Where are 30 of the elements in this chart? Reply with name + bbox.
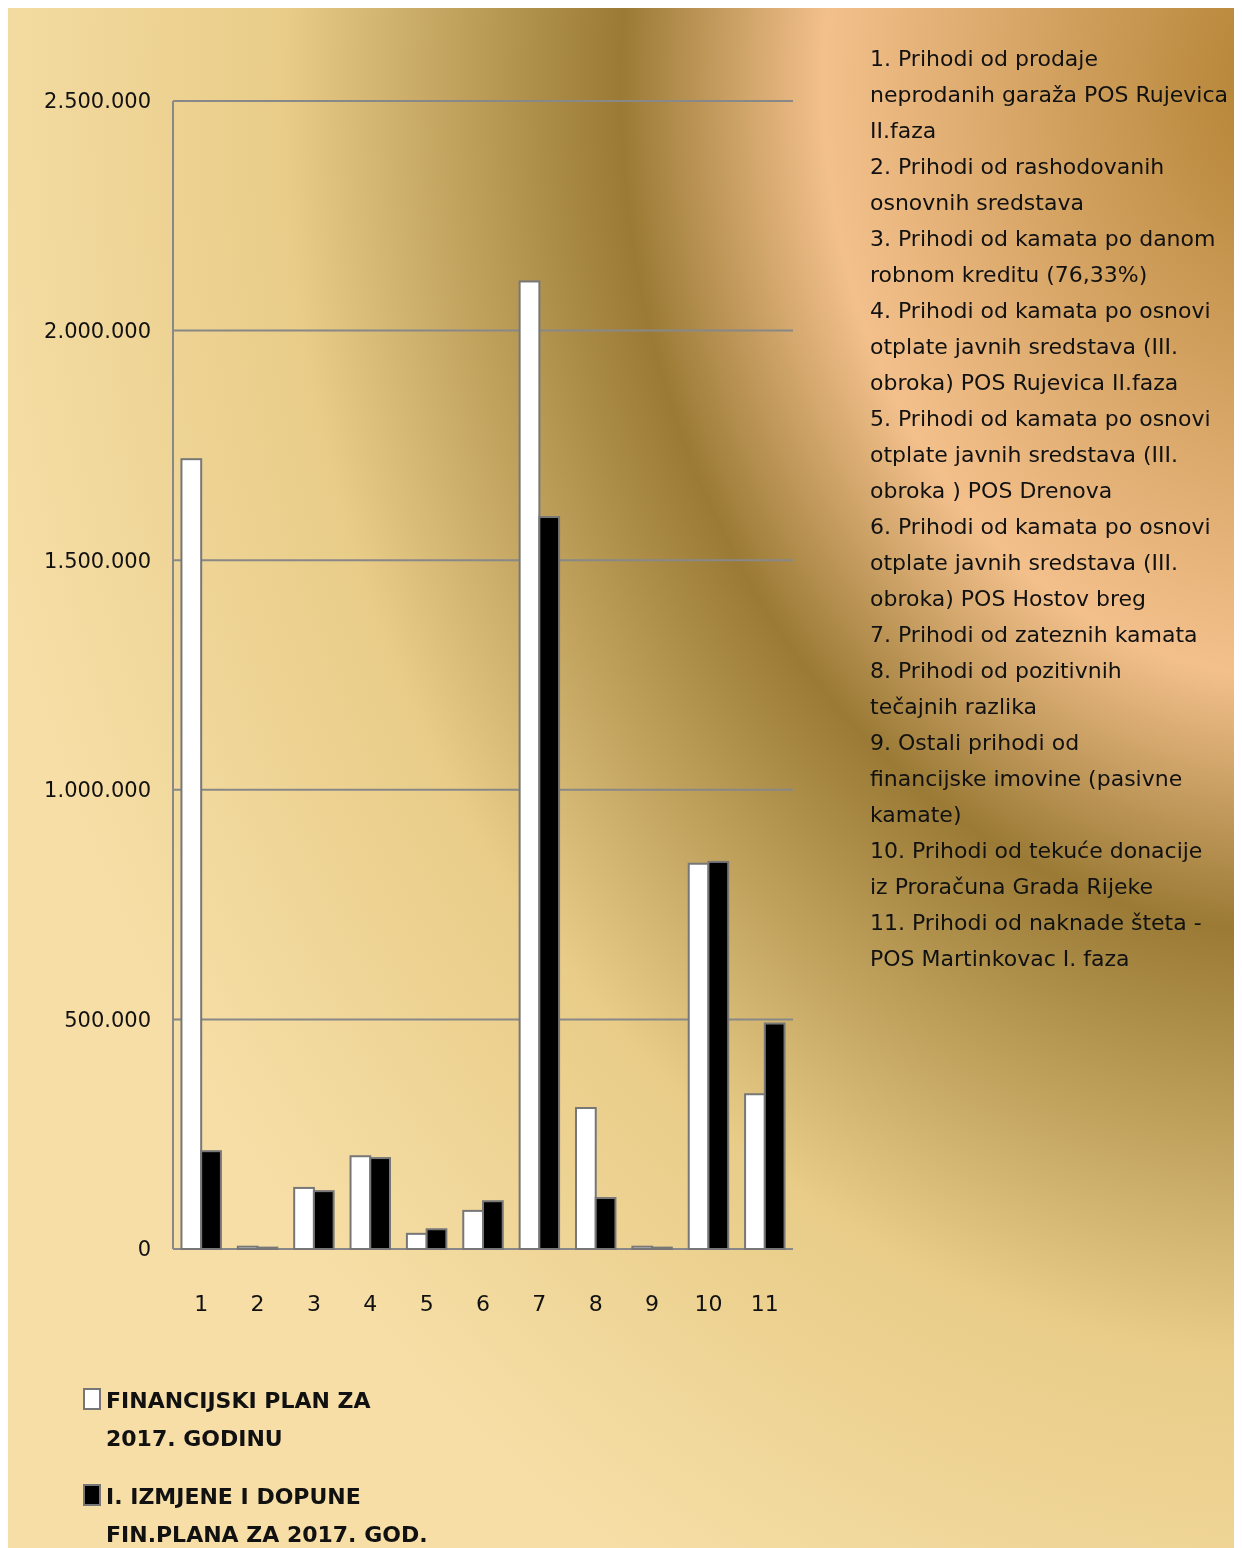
text: 8. Prihodi od pozitivnih tečajnih razlika <box>870 658 1122 719</box>
x-tick-label: 2 <box>250 1291 265 1316</box>
x-tick-label: 1 <box>194 1291 209 1316</box>
x-tick-label: 5 <box>419 1291 434 1316</box>
y-tick-label: 2.500.000 <box>44 89 151 114</box>
text: 11. Prihodi od naknade šteta - POS Martinkovac I. faza <box>870 910 1202 971</box>
text: 1. Prihodi od prodaje neprodanih garaža POS Rujevica II.faza <box>870 46 1229 143</box>
legend-label: FINANCIJSKI PLAN ZA 2017. GODINU <box>106 1388 371 1451</box>
x-tick-label: 8 <box>588 1291 603 1316</box>
x-tick-label: 10 <box>694 1291 723 1316</box>
text: 2. Prihodi od rashodovanih osnovnih sredstava <box>870 154 1165 215</box>
text: 3. Prihodi od kamata po danom robnom kreditu (76,33%) <box>870 226 1216 287</box>
text: 10. Prihodi od tekuće donacije iz Proračuna Grada Rijeke <box>870 838 1203 899</box>
x-tick-label: 4 <box>363 1291 378 1316</box>
y-tick-label: 1.000.000 <box>44 778 151 803</box>
legend-label: I. IZMJENE I DOPUNE FIN.PLANA ZA 2017. GOD. <box>106 1484 428 1547</box>
y-tick-label: 0 <box>137 1237 151 1262</box>
y-tick-label: 500.000 <box>64 1007 151 1032</box>
x-tick-label: 9 <box>645 1291 660 1316</box>
x-tick-label: 3 <box>306 1291 321 1316</box>
x-tick-label: 11 <box>750 1291 779 1316</box>
text: 4. Prihodi od kamata po osnovi otplate javnih sredstava (III. obroka) POS Rujevica II.faza <box>870 298 1211 395</box>
text: 5. Prihodi od kamata po osnovi otplate javnih sredstava (III. obroka ) POS Drenova <box>870 406 1211 503</box>
y-tick-label: 1.500.000 <box>44 548 151 573</box>
x-tick-label: 6 <box>476 1291 490 1316</box>
text: 7. Prihodi od zateznih kamata <box>870 622 1198 647</box>
y-tick-label: 2.000.000 <box>44 318 151 343</box>
x-tick-label: 7 <box>532 1291 547 1316</box>
text: 6. Prihodi od kamata po osnovi otplate javnih sredstava (III. obroka) POS Hostov breg <box>870 514 1211 611</box>
text: 9. Ostali prihodi od financijske imovine (pasivne kamate) <box>870 730 1183 827</box>
